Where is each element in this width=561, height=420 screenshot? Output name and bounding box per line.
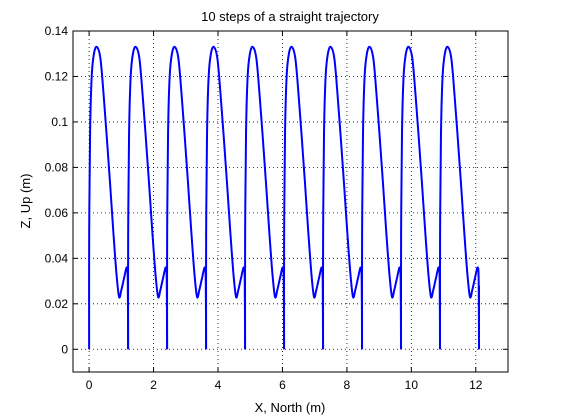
x-tick-label: 12 (469, 378, 483, 392)
chart-title: 10 steps of a straight trajectory (201, 9, 379, 24)
x-tick-label: 8 (344, 378, 351, 392)
step-curve (166, 45, 208, 350)
step-curve (127, 45, 169, 350)
y-tick-label: 0 (61, 342, 68, 356)
x-tick-label: 2 (150, 378, 157, 392)
y-tick-label: 0.14 (45, 24, 69, 38)
step-curve (205, 45, 247, 350)
y-tick-label: 0.12 (45, 69, 69, 83)
x-tick-label: 0 (86, 378, 93, 392)
y-axis-label: Z, Up (m) (18, 174, 33, 229)
plot-area-frame (72, 30, 509, 373)
axis-ticks: 0 2 4 6 8 10 12 0 0.02 0.04 0.06 0.08 0.1 0.12 0.14 (45, 24, 508, 392)
step-curve (88, 45, 130, 350)
y-tick-label: 0.1 (51, 115, 68, 129)
x-axis-label: X, North (m) (255, 400, 326, 415)
y-tick-label: 0.08 (45, 160, 69, 174)
step-curve (283, 45, 325, 350)
y-tick-label: 0.04 (45, 251, 69, 265)
plot-area-background (73, 31, 508, 372)
step-curve (438, 45, 480, 350)
step-curve (399, 45, 442, 350)
trajectory-series (88, 45, 480, 350)
step-curve (322, 45, 364, 350)
x-tick-label: 6 (279, 378, 286, 392)
step-curve (361, 45, 403, 350)
x-tick-label: 4 (215, 378, 222, 392)
step-curve (244, 45, 286, 350)
y-tick-label: 0.02 (45, 297, 69, 311)
y-tick-label: 0.06 (45, 206, 69, 220)
x-tick-label: 10 (405, 378, 419, 392)
